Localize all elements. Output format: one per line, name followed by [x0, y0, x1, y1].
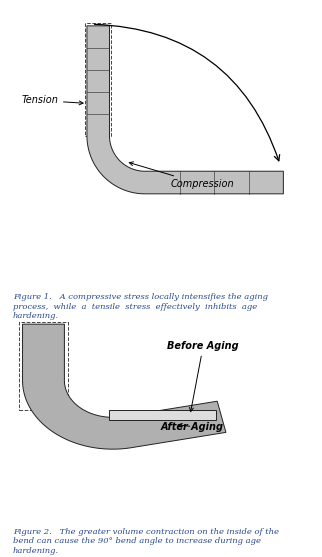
Text: Compression: Compression	[129, 162, 234, 189]
Polygon shape	[87, 26, 283, 194]
Bar	[19, 322, 68, 410]
Bar	[85, 23, 111, 136]
Text: Figure 1.   A compressive stress locally intensifies the aging
process,  while  : Figure 1. A compressive stress locally i…	[13, 294, 268, 320]
Text: Before Aging: Before Aging	[167, 341, 239, 412]
Text: After Aging: After Aging	[161, 422, 224, 432]
Bar	[109, 411, 216, 420]
Text: Tension: Tension	[21, 95, 83, 105]
Text: Figure 2.   The greater volume contraction on the inside of the
bend can cause t: Figure 2. The greater volume contraction…	[13, 528, 279, 555]
Polygon shape	[23, 324, 226, 449]
